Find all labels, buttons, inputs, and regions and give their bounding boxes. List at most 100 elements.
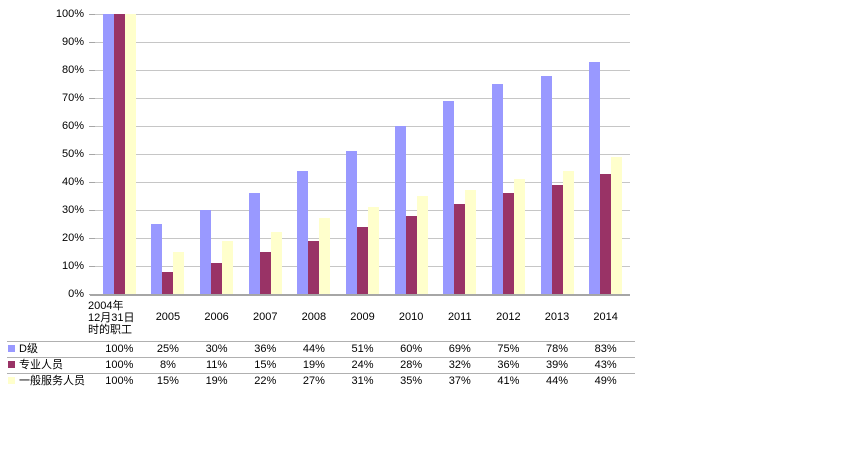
bar-group-2013 [533,14,582,294]
bar-professional-2009 [356,226,368,294]
y-tick-label: 10% [61,260,84,272]
table-cell-general-service-2013: 44% [546,375,569,387]
y-tick-mark [89,210,95,211]
table-cell-professional-2014: 43% [594,359,617,371]
table-cell-d-grade-2014: 83% [594,343,617,355]
bar-professional-2013 [551,184,563,294]
table-cell-d-grade-2010: 60% [400,343,423,355]
x-tick-label: 2011 [447,311,472,323]
bar-general-service-2014 [611,156,623,294]
data-table: D级 100% 25% 30% 36% 44% 51% 60% 69% 75% 78% 83% 专业人员… [0,338,660,398]
y-tick-label: 90% [61,36,84,48]
bar-professional-2014 [600,173,612,294]
table-cell-professional-2004: 100% [105,359,134,371]
bar-professional-2012 [502,193,514,294]
table-cell-general-service-2009: 31% [351,375,374,387]
y-tick-mark [89,238,95,239]
legend-label-professional: 专业人员 [19,359,63,371]
table-row-divider [7,357,635,358]
table-cell-professional-2005: 8% [159,359,176,371]
legend-key-general-service [8,377,15,384]
table-cell-general-service-2014: 49% [594,375,617,387]
y-tick-mark [89,42,95,43]
bar-professional-2008 [308,240,320,294]
y-tick-label: 40% [61,176,84,188]
bar-group-2005 [144,14,193,294]
legend-label-d-grade: D级 [19,343,38,355]
table-cell-professional-2009: 24% [351,359,374,371]
y-tick-mark [89,126,95,127]
table-cell-general-service-2004: 100% [105,375,134,387]
table-values-professional: 100% 8% 11% 15% 19% 24% 28% 32% 36% 39% 43% [95,359,630,372]
bar-d-grade-2004 [102,14,114,294]
bar-group-2010 [387,14,436,294]
table-cell-general-service-2012: 41% [497,375,520,387]
y-tick-mark [89,98,95,99]
bar-d-grade-2007 [248,193,260,294]
gridline [95,210,630,211]
bar-general-service-2004 [124,14,136,294]
table-cell-general-service-2010: 35% [400,375,423,387]
bar-group-2008 [290,14,339,294]
bar-d-grade-2005 [151,224,163,294]
x-axis-labels: 2004年 12月31日 时的职工 2005 2006 2007 2008 2009 201… [0,296,660,338]
bar-d-grade-2006 [200,210,212,294]
x-tick-label: 2007 [252,311,278,323]
table-cell-d-grade-2013: 78% [546,343,569,355]
bar-professional-2010 [405,215,417,294]
gridline [95,182,630,183]
table-cell-d-grade-2005: 25% [156,343,179,355]
y-tick-mark [89,154,95,155]
x-tick-label: 2014 [593,311,618,323]
table-cell-general-service-2011: 37% [448,375,471,387]
bar-professional-2011 [454,204,466,294]
bar-group-2012 [484,14,533,294]
legend-key-professional [8,361,15,368]
table-cell-professional-2013: 39% [546,359,569,371]
plot-area [95,14,630,294]
table-values-general-service: 100% 15% 19% 22% 27% 31% 35% 37% 41% 44% 49% [95,375,630,388]
bar-d-grade-2013 [540,75,552,294]
table-cell-d-grade-2012: 75% [497,343,520,355]
table-cell-general-service-2007: 22% [254,375,277,387]
x-tick-label: 2010 [398,311,424,323]
bar-general-service-2012 [513,179,525,294]
y-tick-mark [89,14,95,15]
bar-d-grade-2008 [297,170,309,294]
gridline [95,98,630,99]
bar-general-service-2013 [562,170,574,294]
x-tick-label: 2006 [204,311,229,323]
bar-d-grade-2014 [589,61,601,294]
bar-group-2011 [435,14,484,294]
table-row-professional: 专业人员 100% 8% 11% 15% 19% 24% 28% 32% 36% 39% 43% [0,358,660,373]
x-tick-label: 2012 [496,311,521,323]
y-tick-label: 50% [61,148,84,160]
bar-general-service-2005 [173,252,185,294]
bar-group-2009 [338,14,387,294]
bar-general-service-2009 [367,207,379,294]
table-cell-d-grade-2004: 100% [105,343,134,355]
y-tick-mark [89,266,95,267]
bar-d-grade-2010 [394,126,406,294]
bar-general-service-2007 [270,232,282,294]
bar-group-2007 [241,14,290,294]
x-tick-label: 2004年 12月31日 时的职工 [88,300,135,336]
table-cell-professional-2012: 36% [497,359,520,371]
gridline [95,70,630,71]
table-cell-professional-2006: 11% [205,359,228,371]
table-cell-general-service-2008: 27% [302,375,325,387]
bar-d-grade-2012 [491,84,503,294]
legend-label-general-service: 一般服务人员 [19,375,85,387]
bar-group-2006 [192,14,241,294]
bar-d-grade-2011 [443,100,455,294]
y-tick-label: 20% [61,232,84,244]
table-row-d-grade: D级 100% 25% 30% 36% 44% 51% 60% 69% 75% 78% 83% [0,342,660,357]
x-tick-label: 2005 [155,311,181,323]
table-cell-d-grade-2007: 36% [254,343,277,355]
gridline [95,126,630,127]
y-tick-label: 0% [68,288,84,300]
y-tick-mark [89,70,95,71]
table-cell-general-service-2006: 19% [205,375,228,387]
y-tick-label: 100% [55,8,84,20]
